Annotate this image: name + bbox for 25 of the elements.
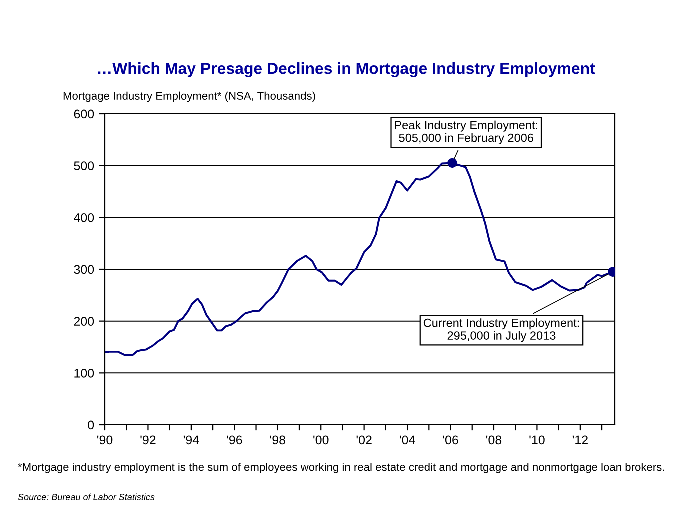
source-note: Source: Bureau of Labor Statistics [18, 494, 155, 500]
y-tick-label: 0 [88, 420, 94, 430]
x-tick-label: '98 [270, 436, 286, 445]
y-tick-label: 500 [74, 162, 94, 170]
x-tick-label: '94 [184, 436, 200, 445]
annotation: Peak Industry Employment: 505,000 in February 2006 [395, 120, 538, 145]
annotation: Current Industry Employment: 295,000 in July 2013 [424, 318, 580, 342]
x-tick-label: '92 [140, 436, 156, 445]
y-tick-label: 100 [74, 368, 94, 378]
y-tick-label: 600 [74, 110, 94, 119]
x-tick-label: '08 [486, 436, 502, 445]
x-tick-label: '02 [356, 436, 372, 445]
chart-title: …Which May Presage Declines in Mortgage Industry Employment [98, 62, 596, 78]
x-tick-label: '10 [530, 436, 545, 445]
x-tick-label: '90 [97, 436, 113, 445]
text: *Mortgage industry employment is the sum of employees working in real estate credit and mortgage and nonmortgage loan brokers. [18, 463, 664, 474]
x-tick-label: '04 [400, 436, 416, 445]
y-tick-label: 200 [74, 317, 94, 326]
x-tick-label: '00 [314, 436, 329, 445]
x-tick-label: '06 [443, 436, 458, 445]
x-tick-label: '96 [227, 436, 242, 445]
y-axis-title: Mortgage Industry Employment* (NSA, Thousands) [64, 92, 316, 102]
y-tick-label: 400 [74, 213, 94, 222]
x-tick-label: '12 [572, 436, 588, 444]
y-tick-label: 300 [74, 265, 94, 274]
